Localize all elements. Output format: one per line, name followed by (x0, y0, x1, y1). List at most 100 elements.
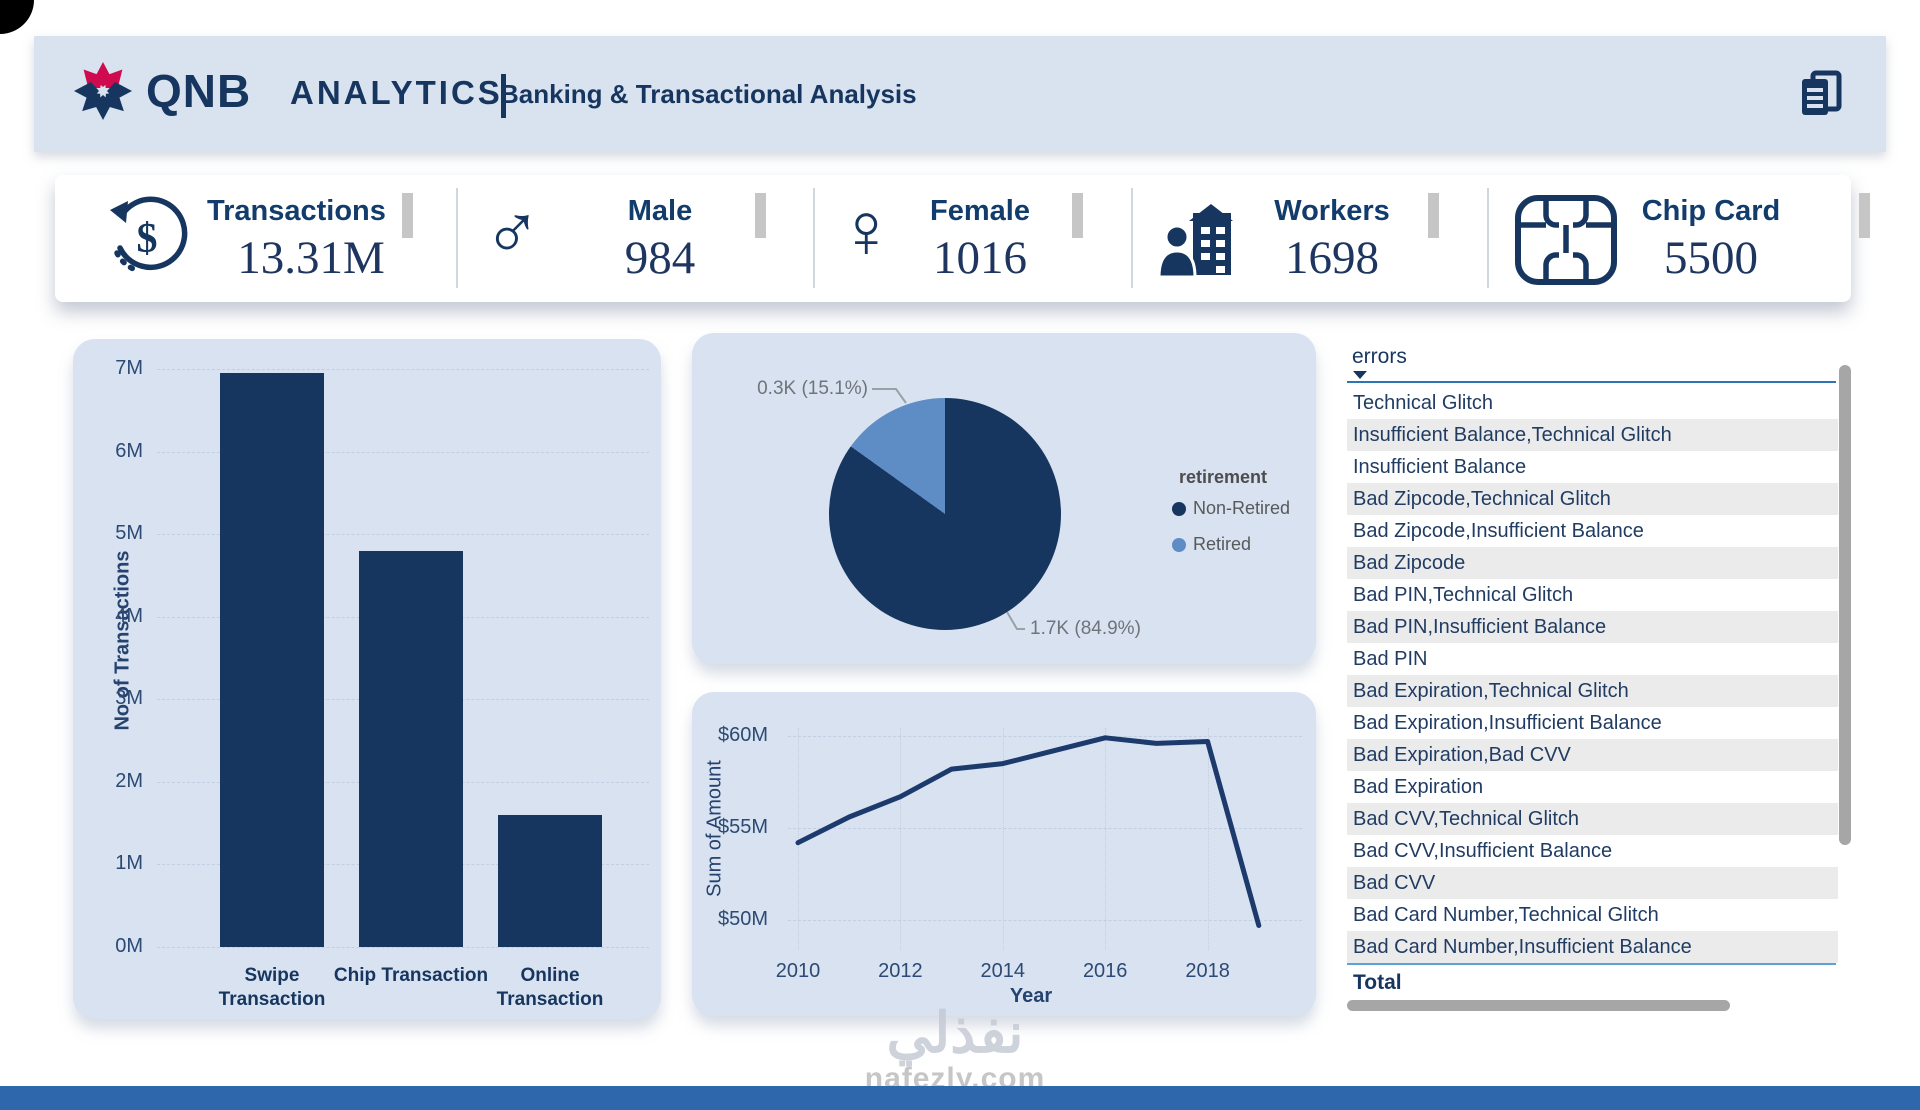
x-tick-label: 2012 (878, 960, 923, 982)
list-item[interactable]: Bad Zipcode (1347, 547, 1838, 579)
kpi-workers-value: 1698 (1285, 232, 1379, 284)
y-tick-label: 6M (115, 439, 143, 462)
brand-name: QNB (146, 65, 252, 117)
y-tick-label: 7M (115, 357, 143, 379)
y-tick-label: 4M (115, 604, 143, 627)
dollar-refresh-icon: $ (103, 195, 189, 286)
kpi-transactions-label: Transactions (207, 195, 386, 227)
pie-chart-card: 0.3K (15.1%) 1.7K (84.9%) retirement Non… (692, 333, 1316, 664)
total-label: Total (1353, 971, 1402, 994)
pie-leader-lines (872, 388, 1025, 630)
kpi-chipcard-marker (1859, 193, 1870, 238)
x-tick-label: 2010 (775, 960, 821, 982)
bar-chart-card: No of Transactions 7M 6M 5M 4M 3M 2M 1M 0M Swipe… (73, 339, 661, 1019)
errors-list: Technical Glitch Insufficient Balance,Tec… (1347, 387, 1838, 963)
x-tick-label: 2018 (1185, 960, 1230, 982)
retirement-pie[interactable] (829, 398, 1061, 630)
list-item[interactable]: Insufficient Balance,Technical Glitch (1347, 419, 1838, 451)
y-tick-label: $60M (717, 724, 768, 746)
gridline (157, 451, 649, 453)
gridline (900, 728, 902, 950)
y-tick-label: 3M (115, 687, 143, 710)
list-item[interactable]: Bad Expiration,Insufficient Balance (1353, 712, 1662, 734)
horizontal-scrollbar[interactable] (1347, 1000, 1730, 1011)
male-icon: ♂ (483, 188, 542, 276)
total-divider (1347, 963, 1836, 965)
page-title: Banking & Transactional Analysis (500, 79, 917, 109)
y-tick-label: 0M (115, 935, 143, 957)
legend-dot-retired (1172, 537, 1186, 552)
x-tick-label: 2014 (980, 960, 1026, 982)
bar-chip-transaction[interactable] (359, 550, 463, 947)
pie-label-non-retired: 1.7K (84.9%) (1030, 618, 1141, 639)
kpi-transactions-marker (402, 193, 413, 238)
gridline (798, 728, 799, 950)
errors-panel: errors Technical Glitch Insufficient Bala… (1347, 343, 1852, 1033)
x-category-label: Online Transaction (496, 965, 604, 1010)
list-item[interactable]: Bad Expiration,Bad CVV (1347, 739, 1838, 771)
list-item[interactable]: Insufficient Balance (1353, 456, 1527, 478)
x-category-label: Chip Transaction (333, 965, 489, 986)
x-tick-label: 2016 (1082, 960, 1128, 982)
list-item[interactable]: Bad Expiration,Technical Glitch (1347, 675, 1838, 707)
list-item[interactable]: Bad Card Number,Insufficient Balance (1347, 931, 1838, 963)
list-item[interactable]: Bad PIN,Insufficient Balance (1347, 611, 1838, 643)
sort-descending-icon (1353, 371, 1367, 379)
y-tick-label: $50M (717, 908, 768, 930)
line-chart-x-axis-title: Year (1009, 985, 1053, 1007)
list-item[interactable]: Bad CVV,Insufficient Balance (1353, 840, 1613, 862)
y-tick-label: 5M (115, 522, 143, 545)
list-item[interactable]: Bad CVV,Technical Glitch (1347, 803, 1838, 835)
list-item[interactable]: Bad Expiration (1353, 776, 1484, 798)
list-item[interactable]: Bad PIN,Technical Glitch (1353, 584, 1574, 606)
list-item[interactable]: Technical Glitch (1353, 392, 1494, 414)
legend-item-non-retired[interactable]: Non-Retired (1172, 498, 1290, 519)
line-plot: $60M $55M $50M 2010 2012 2014 2016 2018 (692, 692, 1316, 1016)
gridline (1002, 728, 1004, 950)
header: QNB ANALYTICS Banking & Transactional An… (34, 36, 1886, 152)
gridline (157, 534, 649, 536)
watermark-arabic: نفذلي (886, 1001, 1024, 1064)
pie-legend-title: retirement (1179, 467, 1268, 487)
female-icon: ♀ (837, 186, 896, 274)
kpi-chipcard-label: Chip Card (1641, 195, 1781, 227)
svg-text:$: $ (137, 216, 158, 262)
legend-item-retired[interactable]: Retired (1172, 534, 1251, 555)
legend-dot-non-retired (1172, 501, 1186, 516)
errors-column-header[interactable]: errors (1352, 345, 1407, 368)
gridline (788, 736, 1302, 737)
list-item[interactable]: Bad Zipcode,Insufficient Balance (1353, 520, 1644, 542)
gridline (1207, 728, 1209, 950)
list-item[interactable]: Bad CVV (1347, 867, 1838, 899)
kpi-male-label: Male (627, 195, 693, 227)
x-category-label: Swipe Transaction (218, 965, 326, 1010)
qnb-logo-icon (70, 58, 136, 124)
line-chart-card: Sum of Amount $60M $55M $50M 2010 2012 2014 20… (692, 692, 1316, 1016)
list-item[interactable]: Bad Card Number,Technical Glitch (1353, 904, 1659, 926)
list-item[interactable]: Bad PIN (1353, 648, 1428, 670)
chip-card-icon (1513, 193, 1619, 292)
pie-label-retired: 0.3K (15.1%) (757, 378, 868, 399)
gridline (788, 920, 1302, 921)
gridline (157, 369, 649, 370)
header-divider (501, 74, 506, 118)
gridline (1105, 728, 1107, 950)
kpi-female-value: 1016 (933, 232, 1027, 284)
bar-swipe-transaction[interactable] (220, 373, 324, 947)
bar-online-transaction[interactable] (498, 814, 602, 947)
kpi-workers-marker (1428, 193, 1439, 238)
workers-icon (1157, 199, 1243, 286)
kpi-divider (456, 188, 458, 288)
kpi-workers-label: Workers (1274, 195, 1390, 227)
vertical-scrollbar[interactable] (1839, 365, 1851, 845)
kpi-divider (813, 188, 815, 288)
gridline (157, 947, 649, 948)
screen-corner (0, 0, 34, 34)
kpi-transactions-value: 13.31M (237, 232, 385, 284)
kpi-divider (1131, 188, 1133, 288)
list-item[interactable]: Bad Zipcode,Technical Glitch (1347, 483, 1838, 515)
amount-by-year-line[interactable] (692, 692, 1316, 1016)
kpi-male-marker (755, 193, 766, 238)
report-pages-icon[interactable] (1797, 69, 1847, 124)
